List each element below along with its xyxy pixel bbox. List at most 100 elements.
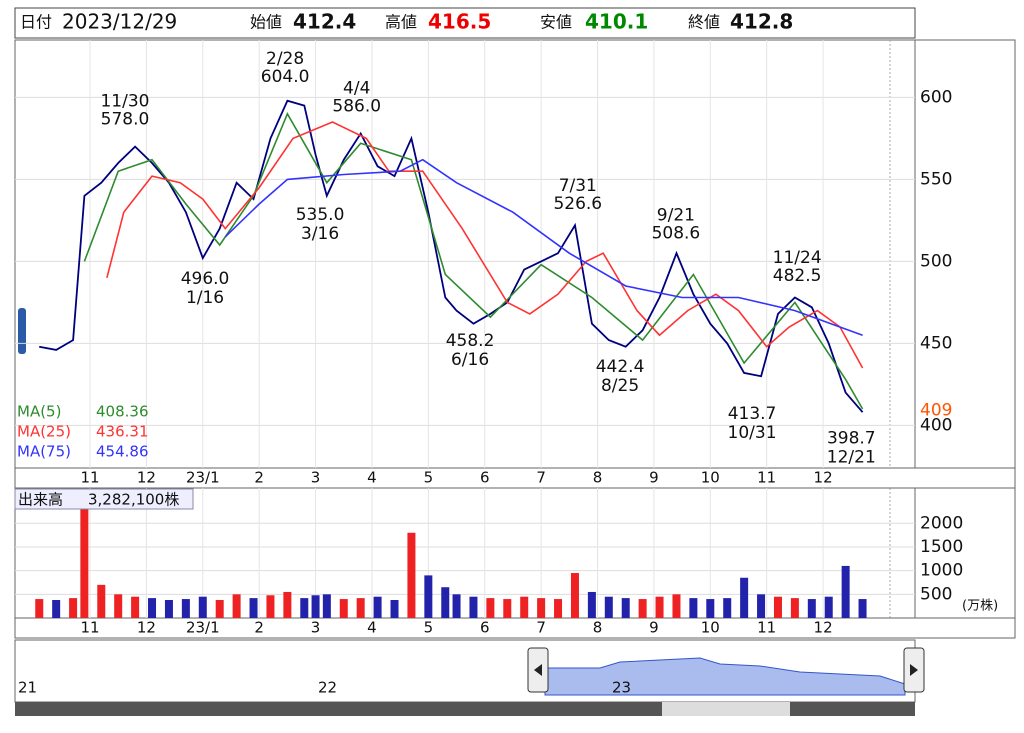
x-tick-label: 12 [814, 619, 833, 637]
close: 412.8 [730, 10, 793, 34]
volume-bar [790, 598, 799, 618]
volume-bar [469, 596, 478, 618]
x-tick-label: 12 [137, 469, 156, 487]
volume-bar [80, 509, 89, 618]
x-tick-label: 11 [80, 469, 99, 487]
volume-bar [841, 565, 850, 618]
y-tick-label: 400 [920, 415, 952, 435]
legend-value: 408.36 [96, 403, 149, 421]
x-tick-label: 10 [701, 469, 720, 487]
volume-bar [322, 594, 331, 618]
volume-label: 出来高 [18, 491, 63, 509]
volume-bar [740, 577, 749, 618]
x-tick-label: 5 [424, 619, 434, 637]
x-tick-label: 10 [701, 619, 720, 637]
y-tick-label: 1000 [920, 561, 963, 581]
y-tick-label: 600 [920, 87, 952, 107]
volume-bar [266, 595, 275, 618]
legend-name: MA(75) [17, 443, 71, 461]
nav-arrow [910, 664, 918, 676]
legend-name: MA(25) [17, 423, 71, 441]
annotation-date: 10/31 [728, 423, 777, 443]
volume-bar [300, 598, 309, 618]
legend-name: MA(5) [17, 403, 61, 421]
volume-bar [164, 600, 173, 618]
volume-bar [232, 594, 241, 618]
volume-bar [858, 599, 867, 618]
volume-bar [52, 600, 61, 618]
spacer [15, 2, 20, 7]
volume-bar [638, 599, 647, 618]
high: 416.5 [428, 10, 491, 34]
current-price: 409 [920, 401, 952, 421]
annotation-value: 442.4 [596, 357, 645, 377]
volume-bar [131, 596, 140, 618]
x-tick-label: 11 [757, 469, 776, 487]
volume-bar [249, 598, 258, 618]
x-tick-label: 8 [593, 469, 603, 487]
volume-bar [97, 584, 106, 618]
annotation-value: 398.7 [827, 428, 876, 448]
volume-bar [689, 598, 698, 618]
x-tick-label: 6 [480, 619, 490, 637]
nav-label: 23 [612, 679, 631, 697]
annotation-value: 482.5 [773, 266, 822, 286]
open-label: 始値 [250, 13, 282, 32]
volume-bar [181, 599, 190, 618]
x-tick-label: 2 [254, 469, 264, 487]
volume-bar [604, 596, 613, 618]
x-tick-label: 12 [814, 469, 833, 487]
legend-value: 454.86 [96, 443, 149, 461]
annotation-value: 413.7 [728, 404, 777, 424]
series-line [39, 99, 864, 413]
volume-bar [356, 598, 365, 618]
volume-total: 3,282,100株 [88, 491, 179, 509]
x-tick-label: 12 [137, 619, 156, 637]
volume-bar [198, 596, 207, 618]
annotation-date: 7/31 [559, 176, 597, 196]
low: 410.1 [585, 10, 648, 34]
annotation-value: 586.0 [332, 96, 381, 116]
volume-bar [311, 595, 320, 618]
nav-label: 22 [318, 679, 337, 697]
volume-bar [390, 600, 399, 618]
legend-value: 436.31 [96, 423, 149, 441]
volume-bar [520, 596, 529, 618]
annotation-date: 11/24 [773, 248, 822, 268]
x-tick-label: 8 [593, 619, 603, 637]
x-tick-label: 4 [367, 469, 377, 487]
nav-label: 21 [18, 679, 37, 697]
x-tick-label: 9 [649, 469, 659, 487]
volume-bar [486, 598, 495, 618]
series-line [224, 158, 863, 336]
volume-bar [407, 532, 416, 618]
x-tick-label: 4 [367, 619, 377, 637]
annotation-date: 9/21 [657, 205, 695, 225]
volume-bar [723, 598, 732, 618]
y-tick-label: 450 [920, 333, 952, 353]
annotation-date: 11/30 [100, 91, 149, 111]
volume-bar [452, 594, 461, 618]
y-tick-label: 550 [920, 169, 952, 189]
volume-bar [554, 599, 563, 618]
volume-bar [69, 598, 78, 618]
volume-bar [706, 599, 715, 618]
x-tick-label: 11 [80, 619, 99, 637]
volume-bar [503, 599, 512, 618]
volume-bar [424, 575, 433, 618]
annotation-value: 508.6 [652, 223, 701, 243]
annotation-date: 1/16 [186, 288, 224, 308]
side-tab[interactable] [18, 308, 26, 354]
annotation-value: 458.2 [446, 331, 495, 351]
volume-unit: (万株) [962, 599, 998, 614]
volume-bar [757, 594, 766, 618]
x-tick-label: 11 [757, 619, 776, 637]
volume-bar [283, 591, 292, 618]
annotation-value: 496.0 [181, 269, 230, 289]
price-panel [14, 39, 1016, 469]
scroll-thumb[interactable] [662, 702, 790, 716]
high-label: 高値 [385, 13, 417, 32]
x-tick-label: 7 [536, 469, 546, 487]
volume-bar [824, 596, 833, 618]
